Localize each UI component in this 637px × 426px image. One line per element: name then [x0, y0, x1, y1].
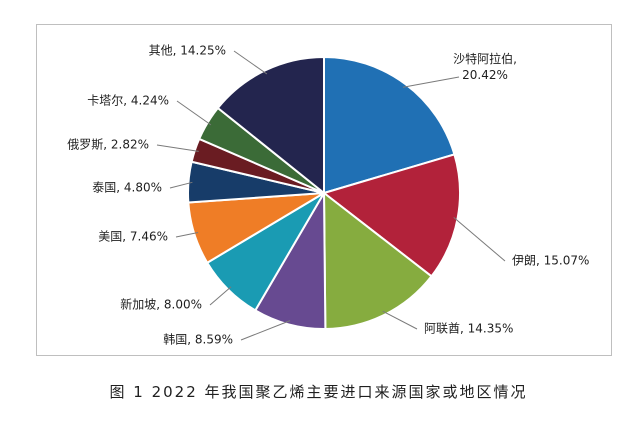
leader-line-10 — [233, 50, 268, 75]
leader-line-1 — [402, 76, 460, 88]
leader-line-7 — [169, 181, 193, 189]
chart-frame: 沙特阿拉伯, 20.42% 伊朗, 15.07% 阿联酋, 14.35% 韩国, 8.5… — [36, 24, 612, 356]
slice-labels: 沙特阿拉伯, 20.42% 伊朗, 15.07% 阿联酋, 14.35% 韩国, 8.5… — [67, 44, 589, 347]
leader-line-3 — [382, 310, 418, 330]
leader-line-2 — [453, 217, 506, 262]
pie-chart: 沙特阿拉伯, 20.42% 伊朗, 15.07% 阿联酋, 14.35% 韩国, 8.5… — [67, 44, 589, 347]
pie-slices — [187, 55, 461, 331]
slice-label-1: 沙特阿拉伯, 20.42% — [453, 51, 517, 82]
slice-label-10: 其他, 14.25% — [149, 44, 226, 58]
slice-label-5: 新加坡, 8.00% — [120, 297, 202, 312]
pie-slice-1 — [323, 55, 456, 195]
slice-label-3: 阿联酋, 14.35% — [424, 321, 513, 336]
pie-slice-3 — [322, 190, 433, 331]
leader-line-4 — [240, 320, 291, 341]
figure-caption: 图 1 2022 年我国聚乙烯主要进口来源国家或地区情况 — [109, 383, 528, 401]
leader-line-5 — [209, 286, 232, 306]
leader-line-8 — [156, 144, 199, 152]
slice-label-7: 泰国, 4.80% — [92, 181, 162, 195]
leader-line-9 — [176, 100, 212, 126]
slice-label-9: 卡塔尔, 4.24% — [87, 93, 169, 108]
slice-label-6: 美国, 7.46% — [98, 230, 168, 244]
pie-slice-2 — [321, 153, 461, 278]
slice-label-8: 俄罗斯, 2.82% — [67, 138, 149, 152]
slice-label-4: 韩国, 8.59% — [163, 332, 233, 347]
slice-label-2: 伊朗, 15.07% — [512, 254, 589, 268]
pie-slice-10 — [216, 55, 325, 196]
leader-lines — [156, 50, 506, 341]
leader-line-6 — [175, 232, 199, 238]
